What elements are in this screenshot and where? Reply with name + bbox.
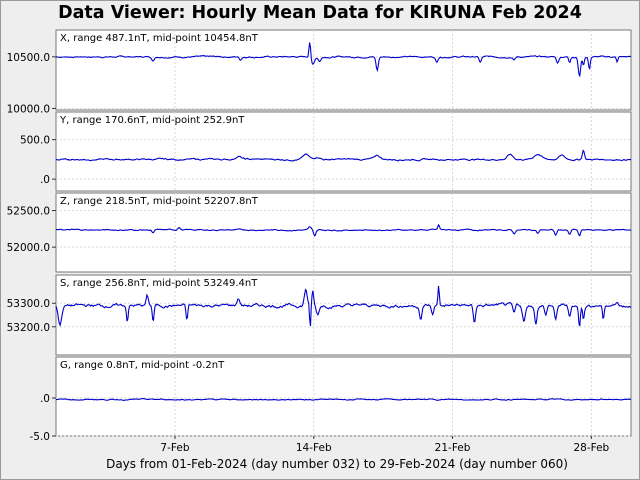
y-tick-label: -5.0 [30,431,51,443]
y-tick-label: .0 [40,393,50,405]
panel-label: Y, range 170.6nT, mid-point 252.9nT [59,115,245,126]
x-tick-label: 7-Feb [160,442,189,454]
y-tick-label: 53200.0 [7,322,50,334]
series-line-3 [55,286,632,327]
chart-title: Data Viewer: Hourly Mean Data for KIRUNA… [58,3,582,23]
y-tick-label: .0 [40,174,50,186]
series-line-2 [56,223,632,237]
y-tick-label: 52500.0 [7,206,50,218]
panel-label: G, range 0.8nT, mid-point -0.2nT [60,360,225,371]
panel-0 [55,29,632,111]
panel-label: Z, range 218.5nT, mid-point 52207.8nT [60,196,259,207]
y-tick-label: 52000.0 [7,242,50,254]
series-line-0 [56,42,632,78]
y-tick-label: 500.0 [20,135,50,147]
x-tick-label: 21-Feb [435,442,471,454]
x-tick-label: 14-Feb [296,442,332,454]
panel-label: X, range 487.1nT, mid-point 10454.8nT [60,33,259,44]
panel-label: S, range 256.8nT, mid-point 53249.4nT [60,278,258,289]
y-tick-label: 10000.0 [7,103,50,115]
series-line-4 [55,397,632,401]
panel-4 [55,356,632,437]
series-line-1 [56,149,632,162]
panel-1 [55,111,632,192]
y-tick-label: 53300.0 [7,298,50,310]
x-tick-label: 28-Feb [573,442,609,454]
x-axis-label: Days from 01-Feb-2024 (day number 032) t… [106,457,568,471]
y-tick-label: 10500.0 [7,52,50,64]
